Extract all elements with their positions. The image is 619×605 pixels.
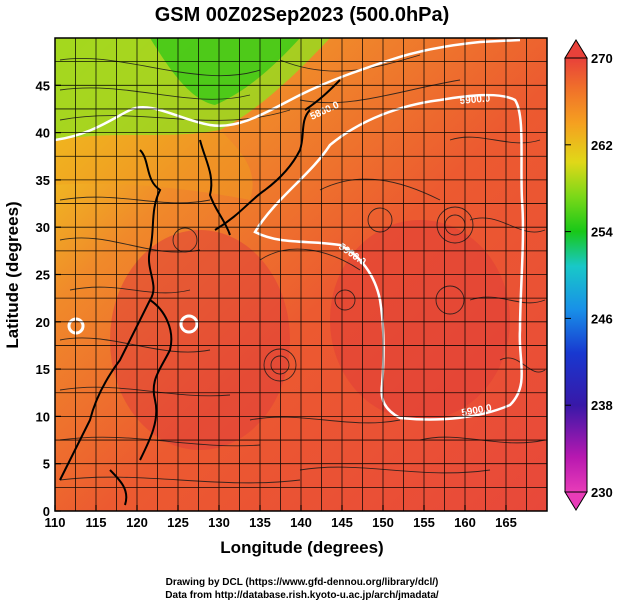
grid-lines bbox=[55, 38, 547, 511]
contour-label-5900-south: 5900.0 bbox=[461, 403, 493, 419]
x-tick-label: 150 bbox=[372, 515, 394, 530]
x-tick-label: 130 bbox=[208, 515, 230, 530]
x-tick-label: 115 bbox=[86, 515, 107, 530]
colorbar-bar bbox=[564, 57, 588, 493]
streamlines bbox=[59, 54, 546, 484]
colorbar-tick-label: 254 bbox=[591, 225, 613, 240]
contour-ring-center bbox=[179, 314, 199, 334]
x-tick-label: 120 bbox=[126, 515, 148, 530]
y-tick-label: 30 bbox=[36, 220, 50, 235]
y-axis-ticks: 0 5 10 15 20 25 30 35 40 45 bbox=[36, 78, 61, 519]
y-tick-label: 20 bbox=[36, 315, 50, 330]
credit-data: Data from http://database.rish.kyoto-u.a… bbox=[165, 590, 439, 601]
y-axis-label: Latitude (degrees) bbox=[3, 201, 22, 348]
x-axis-label: Longitude (degrees) bbox=[220, 538, 383, 557]
colorbar: 270 262 254 246 238 230 bbox=[564, 39, 613, 511]
colorbar-tick-label: 230 bbox=[591, 485, 613, 500]
x-tick-label: 165 bbox=[495, 515, 517, 530]
y-tick-label: 15 bbox=[36, 362, 50, 377]
y-tick-label: 5 bbox=[43, 457, 50, 472]
x-tick-label: 110 bbox=[45, 515, 66, 530]
y-tick-label: 10 bbox=[36, 409, 50, 424]
colorbar-tick-label: 238 bbox=[591, 398, 613, 413]
map-plot-area: 5800.0 5900.0 5900.0 5900.0 bbox=[55, 38, 547, 511]
warm-transition-region bbox=[55, 130, 253, 200]
x-tick-label: 155 bbox=[413, 515, 435, 530]
x-axis-ticks: 110 115 120 125 130 135 140 145 150 155 160 165 bbox=[45, 505, 517, 530]
coastlines bbox=[59, 79, 341, 506]
y-tick-label: 0 bbox=[43, 504, 50, 519]
x-tick-label: 140 bbox=[290, 515, 312, 530]
contour-label-5900-north: 5900.0 bbox=[459, 93, 491, 107]
colorbar-bottom-arrow bbox=[564, 491, 588, 511]
contour-5900 bbox=[253, 93, 525, 421]
x-tick-label: 145 bbox=[331, 515, 353, 530]
contour-5800 bbox=[55, 38, 521, 142]
colorbar-tick-label: 270 bbox=[591, 51, 613, 66]
y-tick-label: 35 bbox=[36, 173, 50, 188]
chart-title: GSM 00Z02Sep2023 (500.0hPa) bbox=[155, 4, 450, 26]
coldest-region bbox=[150, 38, 300, 105]
y-tick-label: 25 bbox=[36, 268, 50, 283]
colorbar-tick-label: 246 bbox=[591, 311, 613, 326]
credit-drawing: Drawing by DCL (https://www.gfd-dennou.o… bbox=[166, 577, 439, 588]
warm-core-east bbox=[330, 220, 510, 420]
y-tick-label: 45 bbox=[36, 78, 50, 93]
colorbar-top-arrow bbox=[564, 39, 588, 59]
x-tick-label: 125 bbox=[167, 515, 189, 530]
colorbar-tick-label: 262 bbox=[591, 138, 613, 153]
colorbar-ticks: 270 262 254 246 238 230 bbox=[565, 51, 613, 500]
y-tick-label: 40 bbox=[36, 126, 50, 141]
contour-ring-west bbox=[67, 317, 85, 335]
x-tick-label: 135 bbox=[249, 515, 271, 530]
x-tick-label: 160 bbox=[454, 515, 476, 530]
